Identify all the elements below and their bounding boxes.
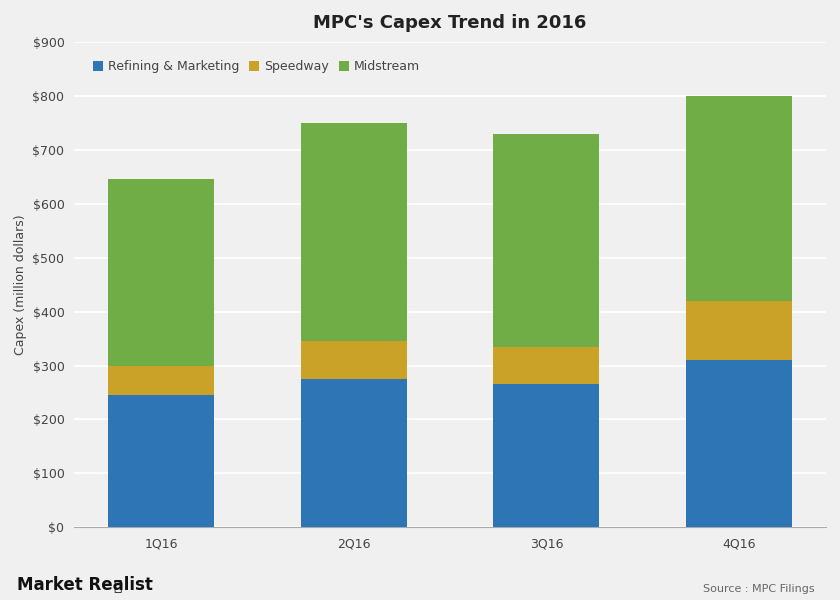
Bar [301,341,407,379]
Bar [686,96,792,301]
Bar [108,365,214,395]
Bar [301,123,407,341]
Y-axis label: Capex (million dollars): Capex (million dollars) [14,214,27,355]
Bar [493,385,600,527]
Bar [108,395,214,527]
Text: Source : MPC Filings: Source : MPC Filings [703,584,815,594]
Title: MPC's Capex Trend in 2016: MPC's Capex Trend in 2016 [313,14,587,32]
Bar [493,347,600,385]
Bar [108,179,214,365]
Bar [686,301,792,360]
Text: Market Realist: Market Realist [17,576,153,594]
Text: Ⓠ: Ⓠ [113,579,122,593]
Bar [493,134,600,347]
Bar [686,360,792,527]
Legend: Refining & Marketing, Speedway, Midstream: Refining & Marketing, Speedway, Midstrea… [88,55,425,79]
Bar [301,379,407,527]
